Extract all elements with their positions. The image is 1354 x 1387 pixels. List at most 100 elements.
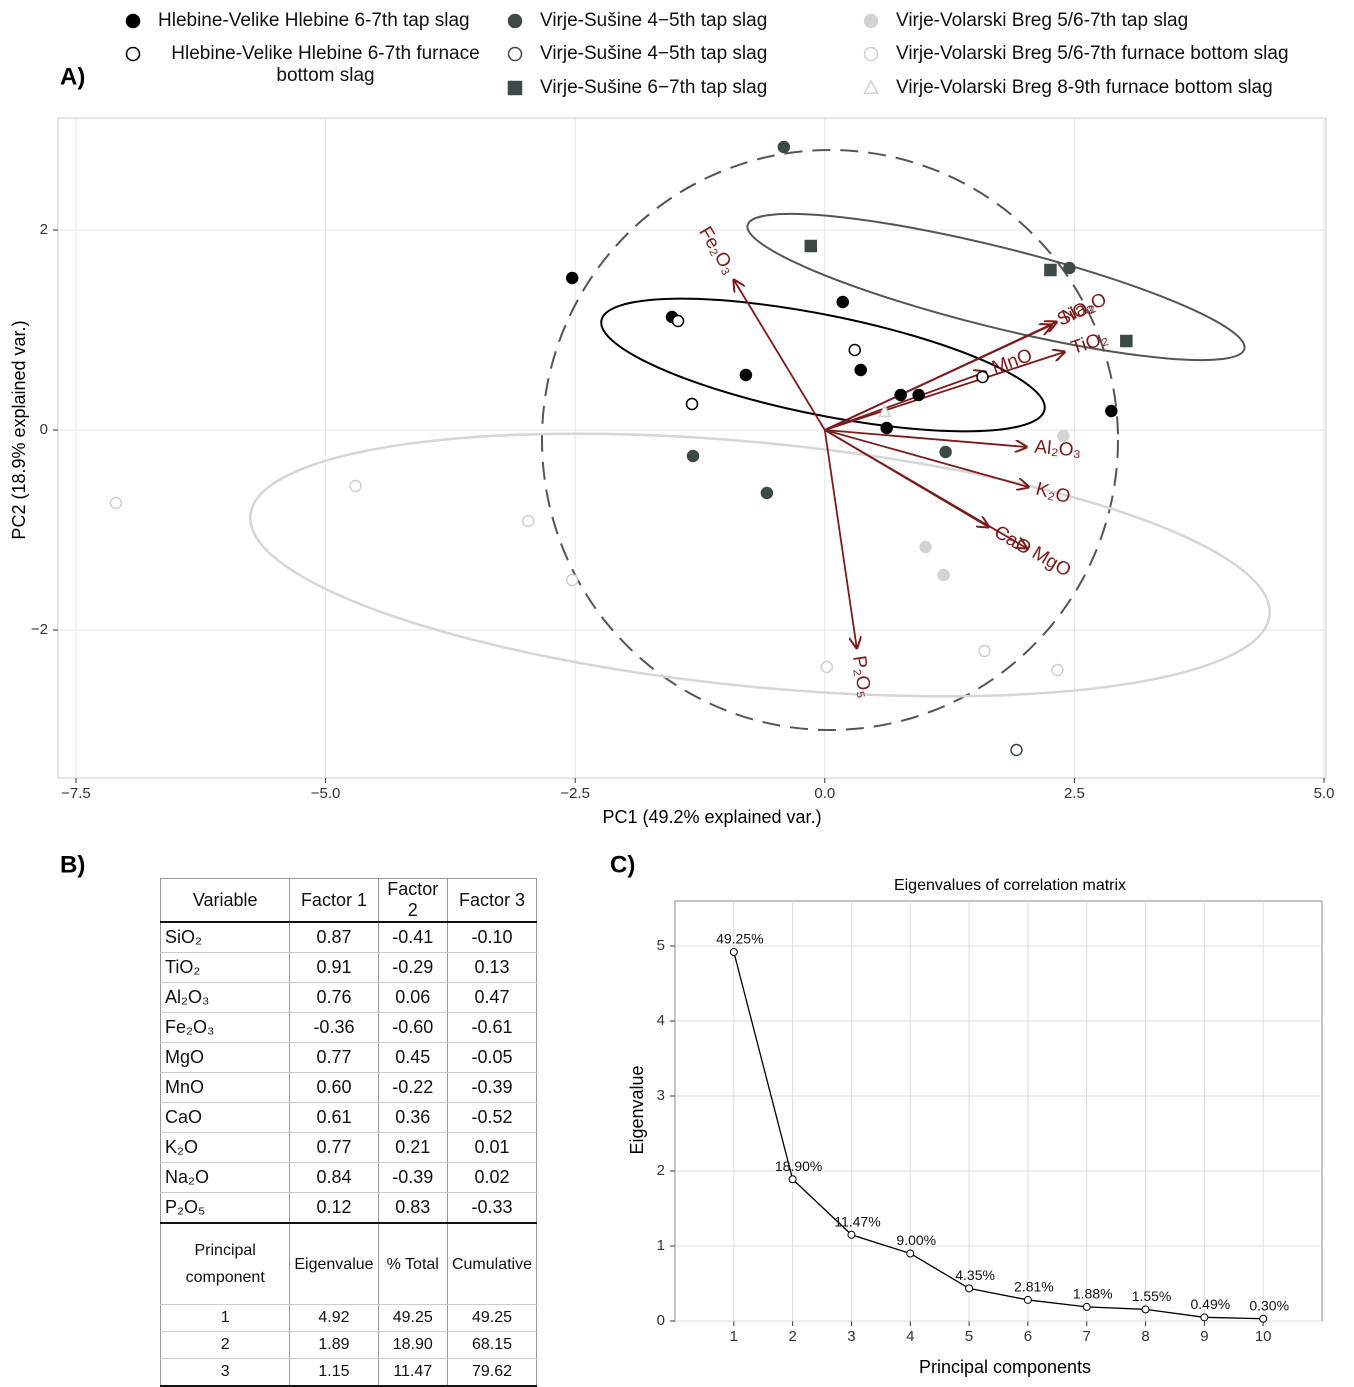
confidence-ellipse xyxy=(249,432,1271,698)
table-cell: 49.25 xyxy=(377,1304,448,1332)
table-cell: -0.22 xyxy=(377,1072,448,1103)
y-tick-label: 5 xyxy=(657,937,665,954)
point xyxy=(686,449,700,463)
legend-label: Virje-Volarski Breg 5/6-7th tap slag xyxy=(896,10,1189,31)
point xyxy=(109,496,123,510)
point xyxy=(877,404,892,418)
table-cell: -0.10 xyxy=(446,922,538,953)
x-tick-label: 6 xyxy=(1024,1328,1032,1345)
table-cell: SiO₂ xyxy=(159,922,291,953)
legend-label: Virje-Sušine 6−7th tap slag xyxy=(540,77,768,98)
table-cell: 4.92 xyxy=(289,1304,379,1332)
table-row: Al₂O₃ 0.76 0.06 0.47 xyxy=(159,982,538,1013)
legend-label: Virje-Volarski Breg 8-9th furnace bottom… xyxy=(896,77,1273,98)
table-row: 2 1.89 18.90 68.15 xyxy=(159,1331,538,1359)
table-row: K₂O 0.77 0.21 0.01 xyxy=(159,1132,538,1163)
table-cell: -0.29 xyxy=(377,952,448,983)
table-cell: Factor 3 xyxy=(446,878,538,923)
point xyxy=(349,479,362,493)
table-cell: 1 xyxy=(159,1304,291,1332)
x-tick-label: 5.0 xyxy=(1314,785,1335,802)
x-tick-label: 5 xyxy=(965,1328,973,1345)
point-label: 0.30% xyxy=(1249,1297,1289,1313)
table-cell: 1.15 xyxy=(289,1358,379,1387)
x-tick-label: −5.0 xyxy=(311,785,341,802)
table-cell: 0.77 xyxy=(289,1042,379,1073)
table-cell: Na₂O xyxy=(159,1162,291,1193)
point xyxy=(847,1230,856,1239)
legend-marker xyxy=(863,13,879,29)
point xyxy=(1120,334,1133,348)
point-label: 4.35% xyxy=(955,1267,995,1283)
table-cell: 68.15 xyxy=(446,1331,538,1359)
y-tick-label: 2 xyxy=(657,1162,665,1179)
point-label: 49.25% xyxy=(716,931,763,947)
panel-label: B) xyxy=(60,851,85,878)
y-tick-label: 0 xyxy=(657,1312,665,1329)
table-row: Na₂O 0.84 -0.39 0.02 xyxy=(159,1162,538,1193)
x-tick-label: 9 xyxy=(1200,1328,1208,1345)
table-row: P₂O₅ 0.12 0.83 -0.33 xyxy=(159,1192,538,1224)
table-cell: 0.84 xyxy=(289,1162,379,1193)
point xyxy=(939,445,952,459)
table-cell: 0.12 xyxy=(289,1192,379,1224)
legend-marker xyxy=(863,46,879,62)
point xyxy=(978,644,991,658)
table-row: Fe₂O₃ -0.36 -0.60 -0.61 xyxy=(159,1012,538,1043)
loading-arrow xyxy=(824,429,1027,447)
y-tick-label: 3 xyxy=(657,1087,665,1104)
table-row: MgO 0.77 0.45 -0.05 xyxy=(159,1042,538,1073)
point xyxy=(854,363,867,377)
point-label: 9.00% xyxy=(896,1232,936,1248)
grid xyxy=(53,118,1326,1326)
point xyxy=(1010,743,1023,757)
table-cell: 79.62 xyxy=(446,1358,538,1387)
x-tick-label: 10 xyxy=(1255,1328,1272,1345)
y-tick-label: −2 xyxy=(31,621,48,638)
y-tick-label: 1 xyxy=(657,1237,665,1254)
table-cell: 0.76 xyxy=(289,982,379,1013)
point xyxy=(1259,1314,1268,1323)
loading-arrow xyxy=(824,352,1065,431)
loading-arrow xyxy=(823,429,857,648)
point xyxy=(1082,1302,1091,1311)
table-cell: -0.41 xyxy=(377,922,448,953)
table-cell: 0.87 xyxy=(289,922,379,953)
point xyxy=(1023,1295,1032,1304)
line xyxy=(733,951,1264,1320)
point xyxy=(685,397,699,411)
table-cell: Cumulative xyxy=(446,1222,538,1305)
loading-label: Al₂O₃ xyxy=(1034,437,1082,462)
table-cell: 0.13 xyxy=(446,952,538,983)
x-tick-label: 2 xyxy=(788,1328,796,1345)
loading-arrow xyxy=(824,322,1057,431)
legend-label: Virje-Sušine 4−5th tap slag xyxy=(540,43,768,64)
legend-label: Hlebine-Velike Hlebine 6-7th tap slag xyxy=(158,10,470,31)
table-cell: 0.01 xyxy=(446,1132,538,1163)
point xyxy=(760,486,774,500)
x-tick-label: 3 xyxy=(847,1328,855,1345)
table-cell: -0.60 xyxy=(377,1012,448,1043)
table-cell: Factor 2 xyxy=(377,878,448,923)
table-row: 1 4.92 49.25 49.25 xyxy=(159,1304,538,1332)
loading-arrow xyxy=(824,429,1027,548)
point xyxy=(906,1249,915,1258)
x-tick-label: 7 xyxy=(1083,1328,1091,1345)
x-axis-label: PC1 (49.2% explained var.) xyxy=(602,807,821,827)
x-tick-label: −2.5 xyxy=(560,785,590,802)
x-tick-label: 8 xyxy=(1141,1328,1149,1345)
table-row: Principal component Eigenvalue% Total Cumu… xyxy=(159,1222,538,1305)
table-cell: CaO xyxy=(159,1102,291,1133)
table-cell: 49.25 xyxy=(446,1304,538,1332)
marks: A) PC1 (49.2% explained var.) PC2 (18.9% e… xyxy=(9,13,1335,1377)
y-axis-label: Eigenvalue xyxy=(627,1065,647,1154)
table-cell: 3 xyxy=(159,1358,291,1387)
x-tick-label: 2.5 xyxy=(1064,785,1085,802)
confidence-ellipse xyxy=(746,212,1246,362)
table-cell: 2 xyxy=(159,1331,291,1359)
table-cell: 0.47 xyxy=(446,982,538,1013)
table-cell: -0.36 xyxy=(289,1012,379,1043)
table-row: 3 1.15 11.47 79.62 xyxy=(159,1358,538,1387)
point xyxy=(836,295,850,309)
table-cell: 0.06 xyxy=(377,982,448,1013)
